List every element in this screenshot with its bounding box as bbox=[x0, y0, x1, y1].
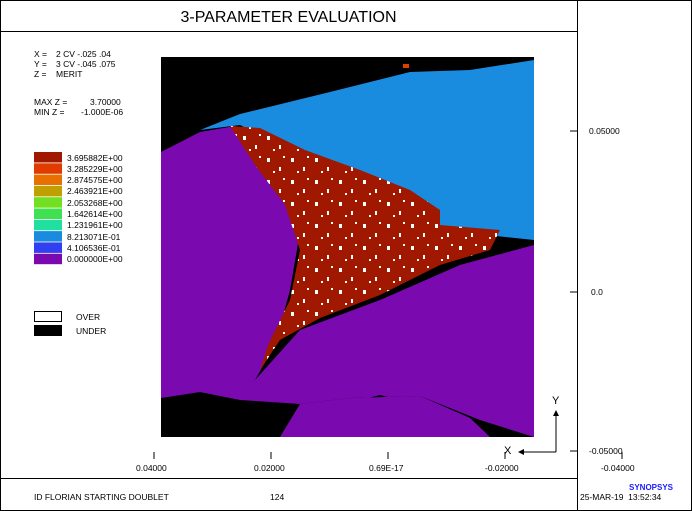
max-z-value: 3.70000 bbox=[90, 97, 121, 107]
x-tick-label: 0.02000 bbox=[254, 463, 285, 473]
x-tick-label: 0.69E-17 bbox=[369, 463, 404, 473]
x-axis bbox=[153, 452, 623, 459]
footer-timestamp: 25-MAR-19 13:52:34 bbox=[580, 492, 662, 502]
legend-label: 0.000000E+00 bbox=[67, 254, 123, 265]
axis-arrows bbox=[518, 410, 559, 455]
min-z-value: -1.000E-06 bbox=[81, 107, 124, 117]
footer-id: ID FLORIAN STARTING DOUBLET bbox=[34, 492, 169, 502]
legend-label: 8.213071E-01 bbox=[67, 231, 121, 242]
legend-swatch bbox=[34, 197, 62, 208]
legend-swatch bbox=[34, 219, 62, 231]
legend-label: 4.106536E-01 bbox=[67, 242, 121, 253]
y-tick-label: -0.05000 bbox=[589, 446, 623, 456]
x-tick-label: -0.04000 bbox=[601, 463, 635, 473]
legend-label: 3.285229E+00 bbox=[67, 163, 123, 174]
legend-label: 2.053268E+00 bbox=[67, 197, 123, 208]
heatmap bbox=[161, 57, 534, 437]
red-speck-top bbox=[403, 64, 409, 68]
legend-swatch bbox=[34, 242, 62, 253]
y-arrow-head bbox=[553, 410, 559, 416]
chart-title: 3-PARAMETER EVALUATION bbox=[180, 9, 397, 26]
legend-swatch bbox=[34, 163, 62, 174]
purple-cap-bottom bbox=[280, 396, 490, 437]
y-tick-label: 0.0 bbox=[591, 287, 603, 297]
y-axis-label: Y bbox=[552, 395, 560, 407]
max-z-key: MAX Z = bbox=[34, 97, 68, 107]
blue-region bbox=[200, 60, 534, 240]
legend-label: OVER bbox=[76, 312, 101, 322]
legend-label: UNDER bbox=[76, 326, 107, 336]
legend-label: 2.463921E+00 bbox=[67, 186, 123, 197]
x-arrow-head bbox=[518, 449, 524, 455]
legend-label: 1.231961E+00 bbox=[67, 220, 123, 231]
param-z-value: MERIT bbox=[56, 69, 83, 79]
legend-swatch bbox=[34, 253, 62, 265]
legend-swatch bbox=[34, 152, 62, 163]
min-z-key: MIN Z = bbox=[34, 107, 65, 117]
param-x-key: X = bbox=[34, 49, 47, 59]
param-x-value: 2 CV -.025 .04 bbox=[56, 49, 111, 59]
legend-label: 1.642614E+00 bbox=[67, 209, 123, 219]
y-axis bbox=[570, 130, 577, 452]
legend-label: 3.695882E+00 bbox=[67, 152, 123, 163]
legend-swatch bbox=[34, 325, 62, 336]
legend-swatch bbox=[34, 185, 62, 197]
y-tick-label: 0.05000 bbox=[589, 126, 620, 136]
legend-label: 2.874575E+00 bbox=[67, 175, 123, 186]
x-tick-label: -0.02000 bbox=[485, 463, 519, 473]
footer-number: 124 bbox=[270, 492, 285, 502]
legend-swatch bbox=[34, 208, 62, 219]
legend-swatch bbox=[34, 311, 62, 322]
param-y-value: 3 CV -.045 .075 bbox=[56, 59, 116, 69]
x-axis-label: X bbox=[504, 445, 512, 457]
legend-swatch bbox=[34, 174, 62, 186]
purple-region-bottom bbox=[190, 245, 534, 437]
x-tick-label: 0.04000 bbox=[136, 463, 167, 473]
legend-swatch bbox=[34, 231, 62, 242]
param-y-key: Y = bbox=[34, 59, 47, 69]
brand-logo: SYNOPSYS bbox=[629, 483, 674, 492]
legend-swatches bbox=[34, 152, 62, 336]
param-z-key: Z = bbox=[34, 69, 47, 79]
purple-region-left bbox=[161, 126, 300, 398]
red-speckle bbox=[230, 126, 500, 370]
